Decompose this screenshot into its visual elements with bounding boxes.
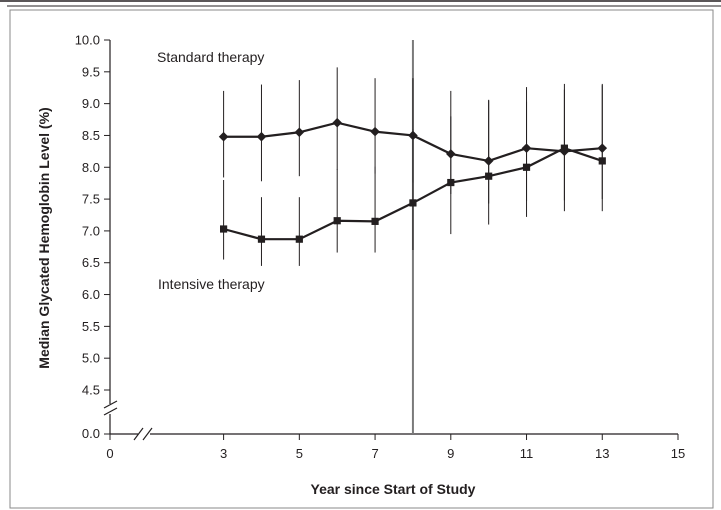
- y-tick-label: 8.0: [82, 160, 100, 175]
- series-label-standard: Standard therapy: [157, 49, 264, 65]
- y-axis-break-mark-upper: [103, 400, 118, 409]
- data-point-square: [522, 163, 531, 171]
- data-point-square: [560, 144, 568, 152]
- x-tick-label: 13: [595, 446, 609, 461]
- data-point-square: [598, 157, 606, 165]
- y-tick-label: 10.0: [75, 33, 100, 48]
- y-tick-label: 7.0: [82, 223, 100, 238]
- data-point-square: [257, 235, 266, 243]
- series-label-intensive: Intensive therapy: [158, 276, 265, 292]
- y-tick-label: 8.5: [82, 128, 100, 143]
- y-tick-label: 6.5: [82, 255, 100, 270]
- y-tick-label: 5.5: [82, 319, 100, 334]
- data-point-square: [485, 172, 493, 180]
- x-tick-label: 0: [106, 446, 113, 461]
- y-tick-label: 6.0: [82, 287, 100, 302]
- y-tick-label: 5.0: [82, 351, 100, 366]
- x-tick-label: 7: [371, 446, 378, 461]
- y-axis-break-gap: [102, 404, 118, 414]
- plot-area: 0.0 4.5 5.0 5.5 6.0 6.5 7.0 7.5 8.0 8.5 9.0 9.5 10.…: [75, 33, 686, 462]
- data-point-square: [333, 217, 341, 225]
- x-tick-label: 5: [296, 446, 303, 461]
- x-ticks: 0 3 5 7 9 11 13 15: [106, 434, 685, 461]
- x-tick-label: 15: [671, 446, 685, 461]
- y-tick-label: 9.5: [82, 64, 100, 79]
- x-axis-break-mark-right: [142, 427, 153, 441]
- y-ticks: 4.5 5.0 5.5 6.0 6.5 7.0 7.5 8.0 8.5 9.0 9.5 10.0: [75, 33, 110, 398]
- data-point-diamond: [294, 127, 305, 138]
- x-tick-label: 3: [220, 446, 227, 461]
- y-axis-break-mark-lower: [103, 407, 118, 416]
- y-break-label: 0.0: [82, 426, 100, 441]
- figure-frame: [9, 9, 714, 509]
- y-axis-title: Median Glycated Hemoglobin Level (%): [36, 107, 52, 368]
- data-point-square: [295, 235, 303, 243]
- data-point-square: [409, 199, 417, 207]
- data-point-diamond: [218, 131, 229, 142]
- x-axis-break-mark-left: [133, 427, 144, 441]
- data-point-square: [371, 217, 379, 225]
- data-point-square: [220, 225, 228, 233]
- y-tick-label: 7.5: [82, 192, 100, 207]
- data-point-diamond: [332, 117, 342, 128]
- y-tick-label: 9.0: [82, 96, 100, 111]
- x-tick-label: 11: [520, 446, 534, 461]
- data-point-diamond: [256, 131, 267, 142]
- data-point-square: [447, 178, 455, 187]
- x-axis-title: Year since Start of Study: [311, 481, 476, 497]
- x-tick-label: 9: [447, 446, 454, 461]
- series-intensive: [220, 85, 606, 266]
- y-tick-label: 4.5: [82, 383, 100, 398]
- data-point-diamond: [370, 126, 380, 137]
